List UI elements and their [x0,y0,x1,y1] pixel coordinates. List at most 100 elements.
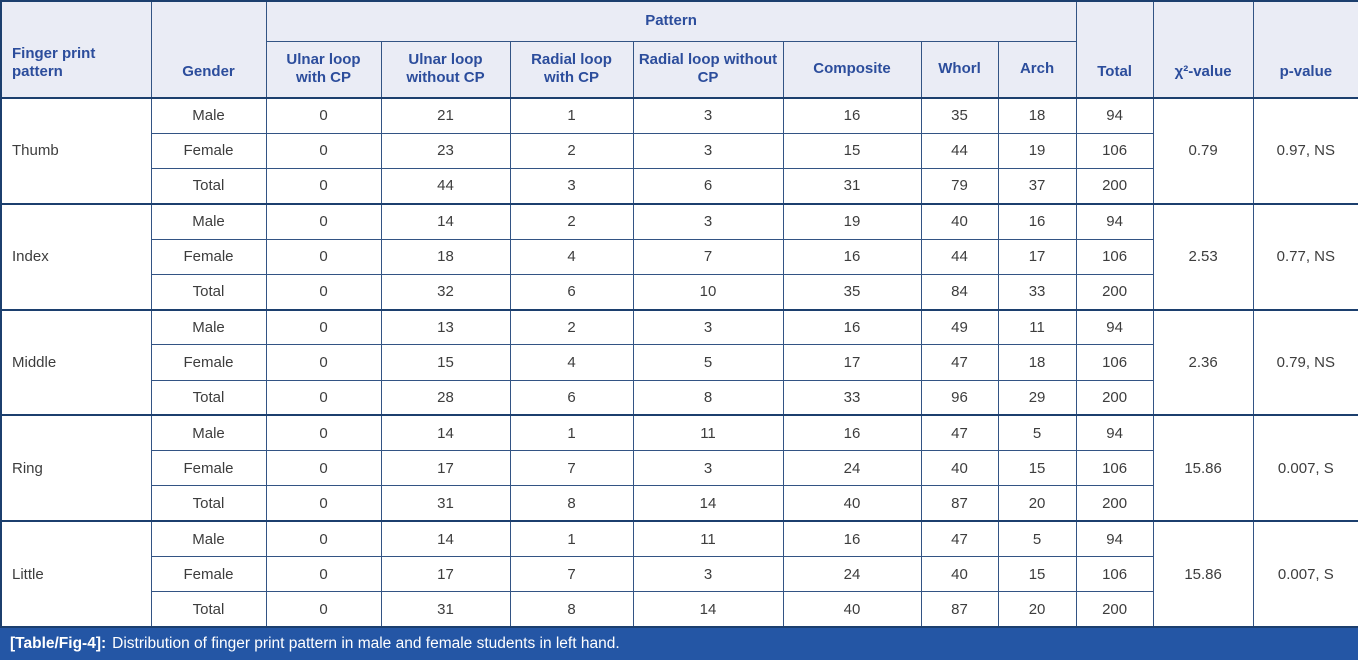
gender-cell: Female [150,132,267,170]
table-row: Total 0 31 8 14 40 87 20 200 [1,591,1358,628]
pattern-count-cell: 87 [920,485,999,522]
column-header-p-value: p-value [1252,0,1358,99]
gender-cell: Total [150,273,267,311]
table-row: Female 0 15 4 5 17 47 18 106 [1,344,1358,381]
pattern-count-cell: 14 [380,414,511,452]
gender-cell: Male [150,202,267,240]
pattern-count-cell: 2 [509,202,634,240]
finger-name-cell: Thumb [0,97,152,205]
pattern-count-cell: 3 [632,450,784,487]
total-cell: 94 [1075,414,1154,452]
pattern-count-cell: 47 [920,520,999,557]
gender-cell: Female [150,555,267,593]
pattern-count-cell: 33 [782,379,922,416]
table-row: Female 0 17 7 3 24 40 15 106 [1,450,1358,487]
column-group-header-pattern: Pattern [265,0,1077,42]
pattern-count-cell: 6 [509,379,634,416]
finger-name-cell: Little [0,520,152,628]
table-row: Total 0 44 3 6 31 79 37 200 [1,168,1358,205]
pattern-count-cell: 0 [265,202,382,240]
table-row: Female 0 18 4 7 16 44 17 106 [1,238,1358,275]
pattern-count-cell: 37 [997,168,1077,205]
pattern-count-cell: 18 [997,96,1077,134]
pattern-count-cell: 15 [380,344,511,381]
total-cell: 94 [1075,202,1154,240]
pattern-count-cell: 0 [265,308,382,346]
total-cell: 94 [1075,308,1154,346]
pattern-count-cell: 8 [509,591,634,628]
pattern-count-cell: 7 [509,450,634,487]
pattern-count-cell: 44 [920,238,999,275]
pattern-count-cell: 5 [997,520,1077,557]
pattern-count-cell: 31 [380,485,511,522]
chi-square-cell: 15.86 [1152,414,1254,522]
gender-cell: Male [150,520,267,557]
pattern-count-cell: 40 [920,555,999,593]
table-row: Little Male 0 14 1 11 16 47 5 94 15.86 0.007, S [0,520,1358,628]
pattern-count-cell: 5 [632,344,784,381]
p-value-cell: 0.77, NS [1252,202,1358,311]
table-row: Middle Male 0 13 2 3 16 49 11 94 2.36 0.79, NS [0,308,1358,416]
chi-square-cell: 15.86 [1152,520,1254,628]
caption-label: [Table/Fig-4]: [10,635,107,652]
column-header-radial-loop-with-cp: Radial loop with CP [509,40,634,99]
table-row: Total 0 31 8 14 40 87 20 200 [1,485,1358,522]
column-header-composite: Composite [782,40,922,99]
pattern-count-cell: 0 [265,520,382,557]
pattern-count-cell: 0 [265,591,382,628]
pattern-count-cell: 6 [632,168,784,205]
pattern-count-cell: 20 [997,591,1077,628]
column-header-ulnar-loop-without-cp: Ulnar loop without CP [380,40,511,99]
pattern-count-cell: 15 [997,450,1077,487]
pattern-count-cell: 16 [782,308,922,346]
pattern-count-cell: 35 [782,273,922,311]
total-cell: 106 [1075,238,1154,275]
pattern-count-cell: 16 [782,238,922,275]
total-cell: 94 [1075,96,1154,134]
pattern-count-cell: 6 [509,273,634,311]
pattern-count-cell: 40 [920,202,999,240]
pattern-count-cell: 0 [265,132,382,170]
pattern-count-cell: 28 [380,379,511,416]
pattern-count-cell: 17 [380,555,511,593]
pattern-count-cell: 79 [920,168,999,205]
pattern-count-cell: 96 [920,379,999,416]
pattern-count-cell: 40 [782,591,922,628]
pattern-count-cell: 0 [265,273,382,311]
pattern-count-cell: 19 [997,132,1077,170]
pattern-count-cell: 0 [265,414,382,452]
gender-cell: Female [150,450,267,487]
finger-name-cell: Middle [0,308,152,416]
total-cell: 200 [1075,485,1154,522]
pattern-count-cell: 2 [509,308,634,346]
p-value-cell: 0.79, NS [1252,308,1358,416]
pattern-count-cell: 8 [632,379,784,416]
column-header-radial-loop-without-cp: Radial loop without CP [632,40,784,99]
pattern-count-cell: 29 [997,379,1077,416]
pattern-count-cell: 1 [509,520,634,557]
pattern-count-cell: 0 [265,96,382,134]
pattern-count-cell: 15 [997,555,1077,593]
pattern-count-cell: 40 [920,450,999,487]
pattern-count-cell: 7 [509,555,634,593]
pattern-count-cell: 7 [632,238,784,275]
column-header-gender: Gender [150,0,267,99]
header-row-subcolumns: Ulnar loop with CP Ulnar loop without CP… [1,40,1358,99]
pattern-count-cell: 3 [632,96,784,134]
total-cell: 94 [1075,520,1154,557]
pattern-count-cell: 18 [380,238,511,275]
chi-square-cell: 2.36 [1152,308,1254,416]
pattern-count-cell: 87 [920,591,999,628]
pattern-count-cell: 17 [380,450,511,487]
pattern-count-cell: 14 [632,591,784,628]
gender-cell: Male [150,308,267,346]
column-header-finger-print-pattern: Finger print pattern [0,0,152,99]
pattern-count-cell: 47 [920,414,999,452]
table-caption: [Table/Fig-4]: Distribution of finger pr… [0,628,1358,660]
pattern-count-cell: 44 [380,168,511,205]
p-value-cell: 0.97, NS [1252,97,1358,205]
pattern-count-cell: 0 [265,344,382,381]
pattern-count-cell: 5 [997,414,1077,452]
total-cell: 200 [1075,591,1154,628]
total-cell: 200 [1075,168,1154,205]
